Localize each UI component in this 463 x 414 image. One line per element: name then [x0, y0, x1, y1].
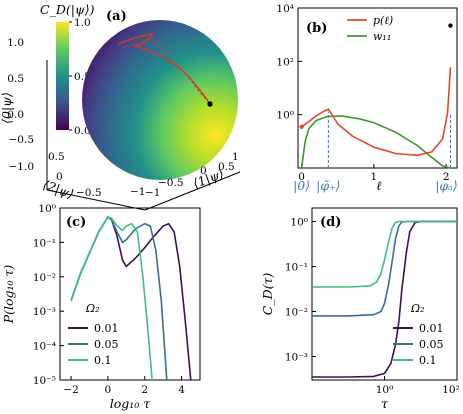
- panel-d-xtick: 10⁰: [376, 384, 394, 396]
- panel-d-ytick: 10⁰: [290, 217, 308, 229]
- z-tick-05: 0.5: [7, 73, 24, 85]
- z-tick-m05: −0.5: [9, 134, 35, 146]
- panel-b-legend-p: p(ℓ): [373, 14, 393, 27]
- z-tick-1: 1.0: [7, 37, 24, 49]
- y-tick-m1: −1: [130, 186, 145, 198]
- panel-d-ytick: 10⁻¹: [285, 262, 308, 274]
- panel-d-ylabel: C_D(τ): [260, 273, 275, 316]
- panel-d-ytick: 10⁻²: [285, 307, 308, 319]
- panel-c-xlabel: log₁₀ τ: [110, 396, 152, 411]
- panel-d-legend-entry: 0.05: [419, 338, 444, 351]
- x-tick-1: 1: [232, 151, 239, 163]
- panel-b-series-w11: [300, 115, 451, 169]
- panel-b-ytick: 10²: [276, 56, 294, 68]
- panel-c-xtick: 2: [141, 384, 148, 396]
- panel-b-ket-label: |0⟩: [293, 178, 310, 193]
- panel-b-series-p: [301, 67, 452, 157]
- trajectory-curve-2: [121, 37, 211, 105]
- panel-c-legend-title: Ω₂: [85, 302, 100, 315]
- panel-b-legend-w11: w₁₁: [373, 30, 391, 43]
- z-tick-m1: −1.0: [9, 161, 35, 173]
- panel-c-ytick: 10⁰: [38, 203, 56, 215]
- colorbar-tick-0: 0.0: [74, 125, 91, 137]
- panel-c: 10⁰ 10⁻¹ 10⁻² 10⁻³ 10⁻⁴ 10⁻⁵ −2 0 2 4 log₁₀ τ P(log…: [1, 203, 201, 411]
- colorbar-tick-1: 1.0: [74, 17, 91, 29]
- panel-c-ytick: 10⁻⁵: [33, 375, 56, 387]
- panel-d-xlabel: τ: [381, 396, 389, 411]
- panel-d-legend-entry: 0.1: [419, 354, 437, 367]
- panel-b-xlabel: ℓ: [376, 178, 381, 193]
- panel-b-ket-label: |φ̃₊⟩: [316, 178, 340, 193]
- panel-c-ytick: 10⁻³: [33, 306, 56, 318]
- panel-c-xtick: 4: [178, 384, 185, 396]
- y-tick-m05: −0.5: [76, 187, 102, 199]
- panel-b-ytick: 10⁰: [276, 110, 294, 122]
- panel-c-ytick: 10⁻⁴: [33, 341, 56, 353]
- panel-b-xtick: 0: [298, 171, 305, 183]
- panel-c-xtick: 0: [105, 384, 112, 396]
- x-tick-m05: −0.5: [158, 177, 184, 189]
- x-tick-m1: −1: [145, 187, 160, 199]
- panel-d: 10⁰ 10⁻¹ 10⁻² 10⁻³ 10⁰ 10² τ C_D(τ) (d) Ω₂ 0.01 0.0…: [260, 207, 460, 411]
- panel-a-label: (a): [106, 9, 127, 24]
- panel-d-xtick: 10²: [442, 384, 460, 396]
- panel-b-p-end-marker: [448, 23, 453, 28]
- panel-c-legend-entry: 0.05: [94, 338, 119, 351]
- panel-c-series-0: [70, 215, 192, 381]
- panel-d-series-2: [312, 220, 457, 288]
- panel-c-ylabel: P(log₁₀ τ): [1, 265, 16, 325]
- panel-d-legend-title: Ω₂: [410, 302, 425, 315]
- colorbar: [56, 22, 69, 130]
- panel-d-legend-entry: 0.01: [419, 322, 444, 335]
- panel-b-label: (b): [306, 21, 327, 36]
- sphere-surface: [82, 20, 238, 180]
- x-tick-05: 0.5: [218, 161, 235, 173]
- panel-d-series-0: [312, 220, 457, 378]
- panel-b: 10⁰ 10² 10⁴ 0 1 2 |0⟩ |φ̃₊⟩ |φₐ⟩ ℓ (b) p(ℓ) w₁₁: [276, 3, 457, 193]
- panel-c-label: (c): [66, 215, 86, 230]
- x-tick-0: 0: [200, 165, 207, 177]
- panel-c-xtick: −2: [63, 384, 78, 396]
- z-tick-0: 0.0: [7, 109, 24, 121]
- colorbar-title: C_D(|ψ⟩): [40, 2, 95, 17]
- panel-b-xtick: 2: [443, 171, 450, 183]
- panel-c-ytick: 10⁻²: [33, 272, 56, 284]
- panel-c-ytick: 10⁻¹: [33, 237, 56, 249]
- panel-b-p-start-marker: [299, 124, 304, 130]
- panel-b-frame: [297, 7, 458, 169]
- panel-d-label: (d): [320, 215, 341, 230]
- y-tick-0: 0: [56, 171, 63, 183]
- panel-d-ytick: 10⁻³: [285, 351, 308, 363]
- panel-c-legend-entry: 0.01: [94, 322, 119, 335]
- z-axis-label: ⟨0|ψ⟩: [0, 92, 14, 124]
- panel-c-legend-entry: 0.1: [94, 354, 112, 367]
- panel-b-ytick: 10⁴: [276, 3, 294, 15]
- panel-b-xtick: 1: [371, 171, 378, 183]
- panel-a-sphere: C_D(|ψ⟩) 1.0 0.5 0.0 (a) 1.0 0.5 0.0 −0.…: [0, 2, 241, 211]
- trajectory-curve: [117, 33, 211, 105]
- panel-c-frame: [59, 207, 201, 381]
- panel-d-series-1: [312, 220, 457, 317]
- panel-c-series-2: [70, 215, 153, 381]
- panel-b-ket-label: |φₐ⟩: [435, 178, 458, 193]
- y-tick-05: 0.5: [48, 151, 65, 163]
- trajectory-endpoint: [207, 101, 213, 107]
- y-axis-label: ⟨2|ψ⟩: [41, 177, 76, 202]
